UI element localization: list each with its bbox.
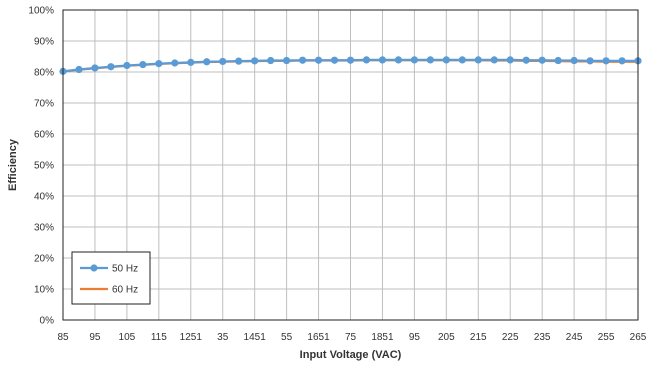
data-point [586, 57, 594, 65]
data-point [346, 56, 355, 64]
x-tick-label: 35 [217, 332, 229, 343]
x-tick-label: 55 [281, 332, 293, 343]
legend: 50 Hz 60 Hz [71, 251, 151, 305]
legend-entry-label: 50 Hz [112, 264, 138, 275]
y-tick-label: 10% [34, 285, 54, 296]
data-point [251, 57, 259, 65]
y-axis-label: Efficiency [7, 138, 19, 191]
data-point [298, 56, 307, 64]
x-tick-label: 235 [534, 332, 551, 343]
data-point [314, 56, 323, 64]
y-tick-label: 0% [40, 316, 55, 327]
data-point [458, 56, 466, 64]
plot-frame [62, 9, 639, 321]
data-point [426, 56, 434, 64]
data-point [618, 57, 626, 65]
data-point [362, 56, 371, 64]
data-point [91, 64, 99, 72]
x-tick-label: 115 [151, 332, 167, 343]
y-tick-label: 60% [34, 130, 54, 141]
y-tick-label: 70% [34, 99, 54, 110]
x-axis-label: Input Voltage (VAC) [300, 349, 402, 361]
y-tick-label: 80% [34, 68, 54, 79]
data-point [410, 56, 418, 64]
x-axis-tick-labels: 85 95 105 115 1251 35 1451 55 1651 75 1851 95 205 215… [57, 332, 646, 343]
data-point [283, 56, 291, 65]
data-point [267, 56, 275, 65]
data-point [490, 56, 498, 64]
data-point [171, 59, 179, 67]
y-tick-label: 30% [34, 223, 54, 234]
y-tick-label: 50% [34, 161, 54, 172]
data-point [203, 58, 211, 66]
data-point [378, 56, 387, 64]
data-point [75, 65, 83, 74]
legend-box [71, 251, 151, 305]
data-point [522, 56, 530, 64]
data-point [394, 56, 403, 64]
y-tick-label: 20% [34, 254, 54, 265]
x-tick-label: 85 [57, 332, 69, 343]
x-tick-label: 205 [438, 332, 455, 343]
data-point [474, 56, 482, 64]
data-point [155, 60, 163, 68]
y-tick-label: 100% [28, 6, 54, 17]
x-tick-label: 95 [409, 332, 421, 343]
x-tick-label: 1851 [371, 332, 394, 343]
data-point [570, 56, 578, 65]
x-tick-label: 265 [630, 332, 647, 343]
x-tick-label: 75 [345, 332, 357, 343]
y-axis-tick-labels: 0% 10% 20% 30% 40% 50% 60% 70% 80% 90% 100% [28, 6, 54, 327]
data-point [139, 60, 147, 69]
data-point [235, 57, 243, 65]
series-group [59, 56, 642, 75]
data-point [554, 56, 562, 65]
y-tick-label: 90% [34, 37, 54, 48]
data-point [330, 56, 339, 64]
data-point [602, 57, 610, 65]
x-tick-label: 1251 [180, 332, 203, 343]
legend-swatch-marker [90, 264, 98, 272]
x-tick-label: 1451 [244, 332, 267, 343]
x-tick-label: 1651 [307, 332, 330, 343]
data-point [219, 57, 227, 66]
data-point [187, 58, 195, 66]
data-point [442, 56, 450, 64]
data-point [506, 56, 514, 64]
x-tick-label: 255 [598, 332, 615, 343]
data-point [538, 56, 546, 64]
x-tick-label: 95 [89, 332, 101, 343]
x-tick-label: 215 [470, 332, 487, 343]
x-tick-label: 245 [566, 332, 583, 343]
y-tick-label: 40% [34, 192, 54, 203]
legend-entry-label: 60 Hz [112, 285, 138, 296]
x-tick-label: 225 [502, 332, 519, 343]
x-tick-label: 105 [119, 332, 136, 343]
data-point [123, 61, 131, 70]
data-point [107, 63, 115, 71]
